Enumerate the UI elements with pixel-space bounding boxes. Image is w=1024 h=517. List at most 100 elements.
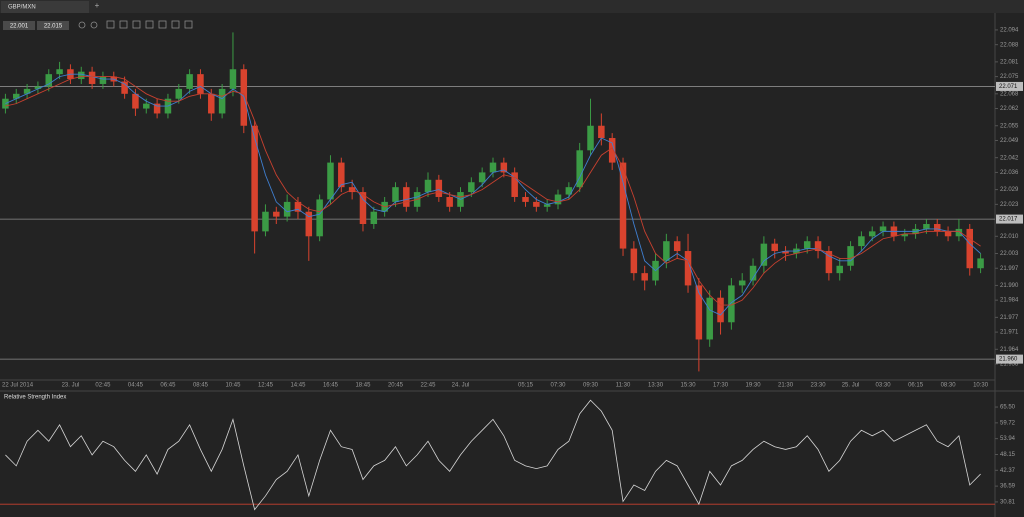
candle-body <box>749 265 757 281</box>
candle-body <box>283 201 291 217</box>
tab-bar <box>0 0 1024 13</box>
x-tick-label: 23. Jul <box>62 383 80 389</box>
y-tick-label: 36.59 <box>1000 484 1016 490</box>
candle-body <box>23 88 31 94</box>
candle-body <box>728 285 735 323</box>
y-tick-label: 22.023 <box>1000 202 1019 208</box>
candle-body <box>695 285 703 340</box>
level-label-box <box>996 81 1023 91</box>
candle-body <box>132 93 139 109</box>
candle-body <box>565 187 573 195</box>
candle-body <box>294 201 302 212</box>
y-tick-label: 22.081 <box>1000 59 1019 65</box>
candle-body <box>955 228 963 237</box>
candle-body <box>175 88 183 99</box>
tool-icon[interactable] <box>171 20 180 29</box>
x-tick-label: 12:45 <box>258 383 274 389</box>
candle-body <box>933 224 941 232</box>
ask: 22.015 <box>44 24 63 30</box>
candle-body <box>229 69 237 89</box>
candle-body <box>305 211 313 237</box>
x-tick-label: 10:45 <box>225 383 241 389</box>
candle-body <box>858 236 865 247</box>
x-tick-label: 20:45 <box>388 383 404 389</box>
y-tick-label: 22.049 <box>1000 138 1019 144</box>
candle-body <box>847 246 854 266</box>
x-tick-label: 03:30 <box>876 383 892 389</box>
y-tick-label: 48.15 <box>1000 452 1016 458</box>
y-tick-label: 30.81 <box>1000 500 1016 506</box>
x-tick-label: 25. Jul <box>842 383 860 389</box>
level-label-box <box>996 354 1023 364</box>
y-tick-label: 22.068 <box>1000 91 1019 97</box>
y-tick-label: 22.003 <box>1000 251 1019 257</box>
candle-body <box>392 187 399 202</box>
tool-icon[interactable] <box>145 20 154 29</box>
toolbar-icons <box>78 20 193 29</box>
bid-box <box>3 21 35 30</box>
x-tick-label: 11:30 <box>616 383 631 389</box>
candle-body <box>56 69 63 75</box>
candle-body <box>435 179 443 197</box>
candle-body <box>663 241 670 261</box>
tool-icon[interactable] <box>132 20 141 29</box>
tool-icon[interactable] <box>119 20 128 29</box>
rsi-title: Relative Strength Index <box>4 395 66 401</box>
x-tick-label: 23:30 <box>811 383 827 389</box>
candle-body <box>782 251 789 254</box>
y-tick-label: 21.990 <box>1000 283 1019 289</box>
tool-icon[interactable] <box>106 20 115 29</box>
candle-body <box>554 194 562 205</box>
tool-icon[interactable] <box>158 20 167 29</box>
x-tick-label: 06:15 <box>908 383 924 389</box>
y-tick-label: 21.958 <box>1000 362 1019 368</box>
ask-box <box>37 21 69 30</box>
zoom-out[interactable] <box>90 21 98 29</box>
y-tick-label: 22.055 <box>1000 123 1019 129</box>
candle-body <box>511 172 518 197</box>
tab[interactable] <box>1 1 89 13</box>
candle-body <box>803 241 811 249</box>
candle-body <box>641 273 648 281</box>
tool-icon[interactable] <box>184 20 193 29</box>
y-tick-label: 21.977 <box>1000 315 1019 321</box>
candle-body <box>771 243 778 252</box>
level-label-box <box>996 214 1023 224</box>
candle-body <box>522 196 529 202</box>
x-tick-label: 17:30 <box>713 383 729 389</box>
y-tick-label: 22.010 <box>1000 234 1019 240</box>
candle-body <box>814 241 822 252</box>
candle-body <box>327 162 334 200</box>
y-tick-label: 22.094 <box>1000 28 1019 34</box>
tab-title[interactable]: GBP/MXN <box>8 5 36 11</box>
zoom-in[interactable] <box>78 21 86 29</box>
candle-body <box>533 201 540 207</box>
candle-body <box>717 297 724 323</box>
y-tick-label: 42.37 <box>1000 468 1016 474</box>
candle-body <box>121 81 128 94</box>
candle-body <box>45 74 53 87</box>
candle-body <box>143 103 150 109</box>
candle-body <box>630 248 638 274</box>
candle-body <box>359 192 367 225</box>
candle-body <box>500 162 508 173</box>
x-tick-label: 18:45 <box>355 383 371 389</box>
candle-body <box>370 211 378 225</box>
candle-body <box>706 297 713 340</box>
x-tick-label: 02:45 <box>95 383 111 389</box>
add-tab[interactable]: + <box>95 1 100 10</box>
y-tick-label: 22.075 <box>1000 74 1019 80</box>
candle-body <box>208 93 215 114</box>
x-tick-label: 19:30 <box>746 383 762 389</box>
candle-body <box>684 251 692 286</box>
y-tick-label: 22.029 <box>1000 187 1019 193</box>
candle-body <box>186 74 193 89</box>
candle-body <box>944 231 952 237</box>
moving-average <box>5 76 981 306</box>
x-tick-label: 22:45 <box>420 383 436 389</box>
level-label: 22.071 <box>999 84 1018 90</box>
y-tick-label: 22.088 <box>1000 42 1019 48</box>
candle-body <box>825 251 833 274</box>
candle-body <box>13 93 20 99</box>
